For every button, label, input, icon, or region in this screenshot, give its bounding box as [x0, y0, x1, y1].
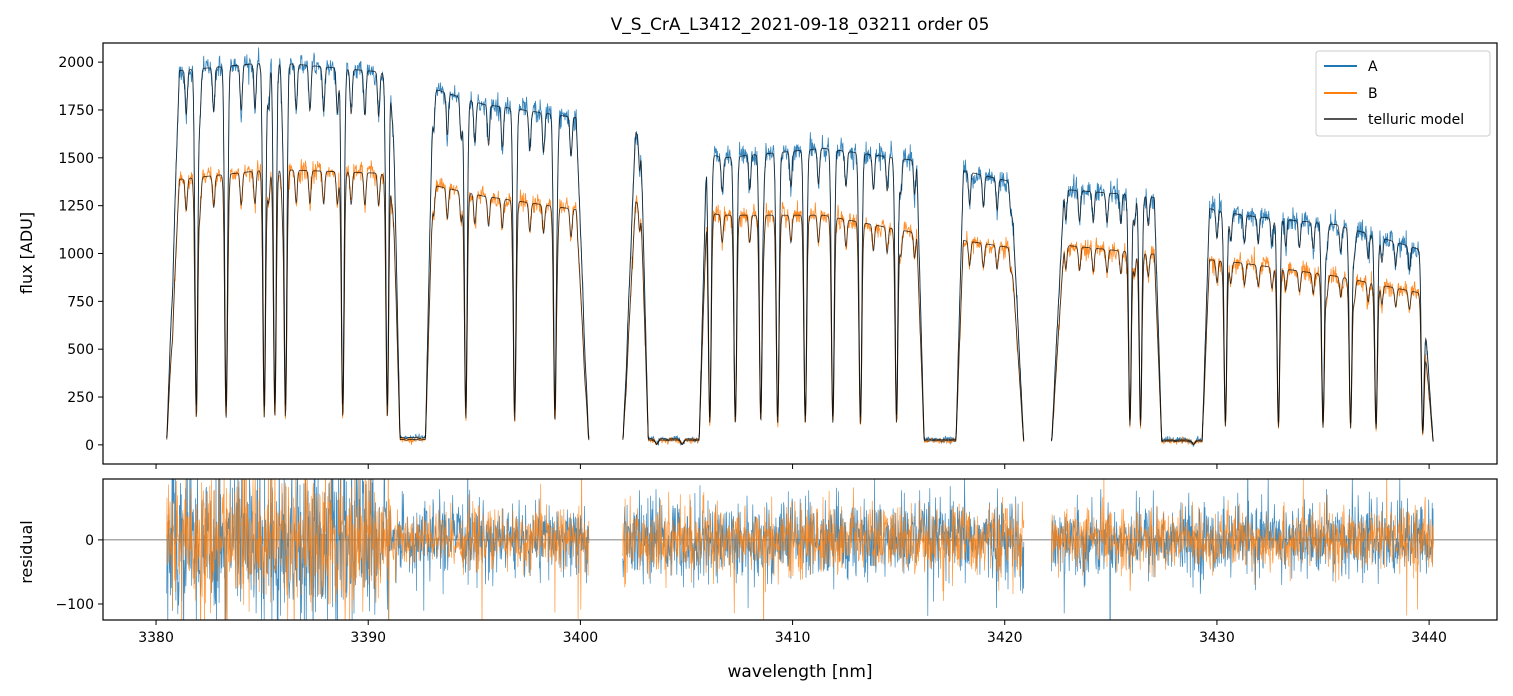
legend-label-a: A [1368, 59, 1378, 75]
residual-x-tick-label: 3400 [563, 630, 599, 646]
legend-label-telluric: telluric model [1368, 112, 1464, 128]
residual-x-tick-label: 3430 [1199, 630, 1235, 646]
flux-panel: 0 250 500 750 1000 1250 1500 1750 2000 flux [ADU… [17, 42, 1498, 469]
flux-x-ticks [155, 464, 1430, 469]
x-axis-label: wavelength [nm] [727, 662, 872, 682]
residual-plot-area [103, 479, 1497, 620]
residual-x-tick-label: 3390 [350, 630, 386, 646]
flux-y-axis-label: flux [ADU] [17, 212, 36, 294]
residual-b-line [166, 479, 1434, 620]
flux-y-tick-label: 1750 [58, 103, 94, 119]
legend-label-b: B [1368, 86, 1378, 102]
residual-x-tick-label: 3420 [987, 630, 1023, 646]
flux-y-ticks: 0 250 500 750 1000 1250 1500 1750 2000 [58, 55, 103, 454]
flux-y-tick-label: 1250 [58, 199, 94, 215]
chart-title: V_S_CrA_L3412_2021-09-18_03211 order 05 [611, 15, 990, 35]
telluric-model-line-b [166, 169, 590, 441]
residual-x-tick-label: 3410 [775, 630, 811, 646]
flux-y-tick-label: 1500 [58, 151, 94, 167]
residual-y-tick-label: −100 [56, 597, 94, 613]
flux-y-tick-label: 0 [85, 438, 94, 454]
flux-y-tick-label: 500 [67, 342, 94, 358]
legend: A B telluric model [1315, 50, 1491, 137]
residual-x-tick-label: 3380 [138, 630, 174, 646]
residual-axes-frame [102, 478, 1498, 621]
flux-y-tick-label: 1000 [58, 247, 94, 263]
residual-y-axis-label: residual [17, 520, 36, 583]
flux-y-tick-label: 2000 [58, 55, 94, 71]
residual-x-tick-label: 3440 [1411, 630, 1447, 646]
telluric-model-line-a [1050, 189, 1434, 445]
residual-y-tick-label: 0 [85, 533, 94, 549]
flux-plot-area [166, 47, 1434, 448]
telluric-model-line-a [166, 63, 590, 439]
residual-x-ticks: 3380 3390 3400 3410 3420 3430 3440 [138, 620, 1447, 646]
flux-y-tick-label: 250 [67, 390, 94, 406]
residual-panel: −100 0 3380 3390 3400 3410 3420 3430 3440 resid… [17, 478, 1498, 682]
flux-y-tick-label: 750 [67, 294, 94, 310]
telluric-model-line-b [622, 201, 1025, 445]
telluric-model-line-b [1050, 245, 1434, 446]
legend-box [1315, 50, 1491, 137]
residual-y-ticks: −100 0 [56, 533, 103, 613]
